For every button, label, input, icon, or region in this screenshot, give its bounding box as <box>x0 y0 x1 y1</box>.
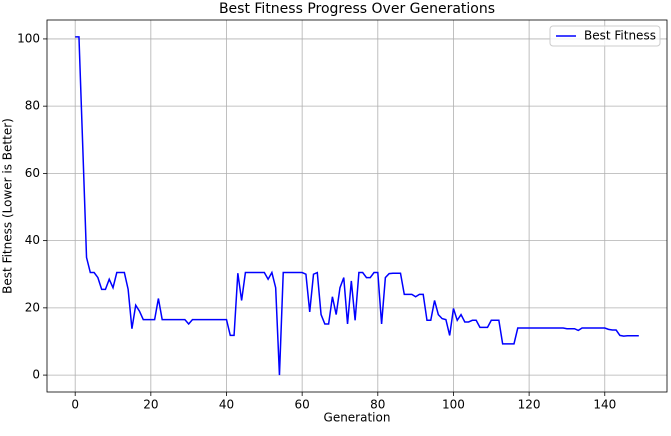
x-tick-label: 140 <box>593 398 616 412</box>
y-tick-label: 60 <box>25 166 40 180</box>
legend-label: Best Fitness <box>584 29 656 43</box>
y-tick-label: 100 <box>17 31 40 45</box>
chart-title: Best Fitness Progress Over Generations <box>219 1 495 17</box>
x-tick-label: 120 <box>518 398 541 412</box>
y-tick-label: 40 <box>25 233 40 247</box>
legend-box <box>549 25 661 47</box>
x-tick-label: 60 <box>295 398 310 412</box>
y-tick-label: 0 <box>32 368 40 382</box>
x-tick-label: 40 <box>219 398 234 412</box>
legend: Best Fitness <box>549 25 661 47</box>
y-axis-label: Best Fitness (Lower is Better) <box>1 118 15 294</box>
x-axis-label: Generation <box>324 411 391 425</box>
x-tick-label: 100 <box>442 398 465 412</box>
y-tick-label: 80 <box>25 99 40 113</box>
line-series <box>75 36 639 376</box>
x-tick-label: 80 <box>370 398 385 412</box>
y-tick-label: 20 <box>25 300 40 314</box>
x-tick-label: 20 <box>143 398 158 412</box>
x-tick-label: 0 <box>71 398 79 412</box>
plot-frame <box>46 19 668 393</box>
